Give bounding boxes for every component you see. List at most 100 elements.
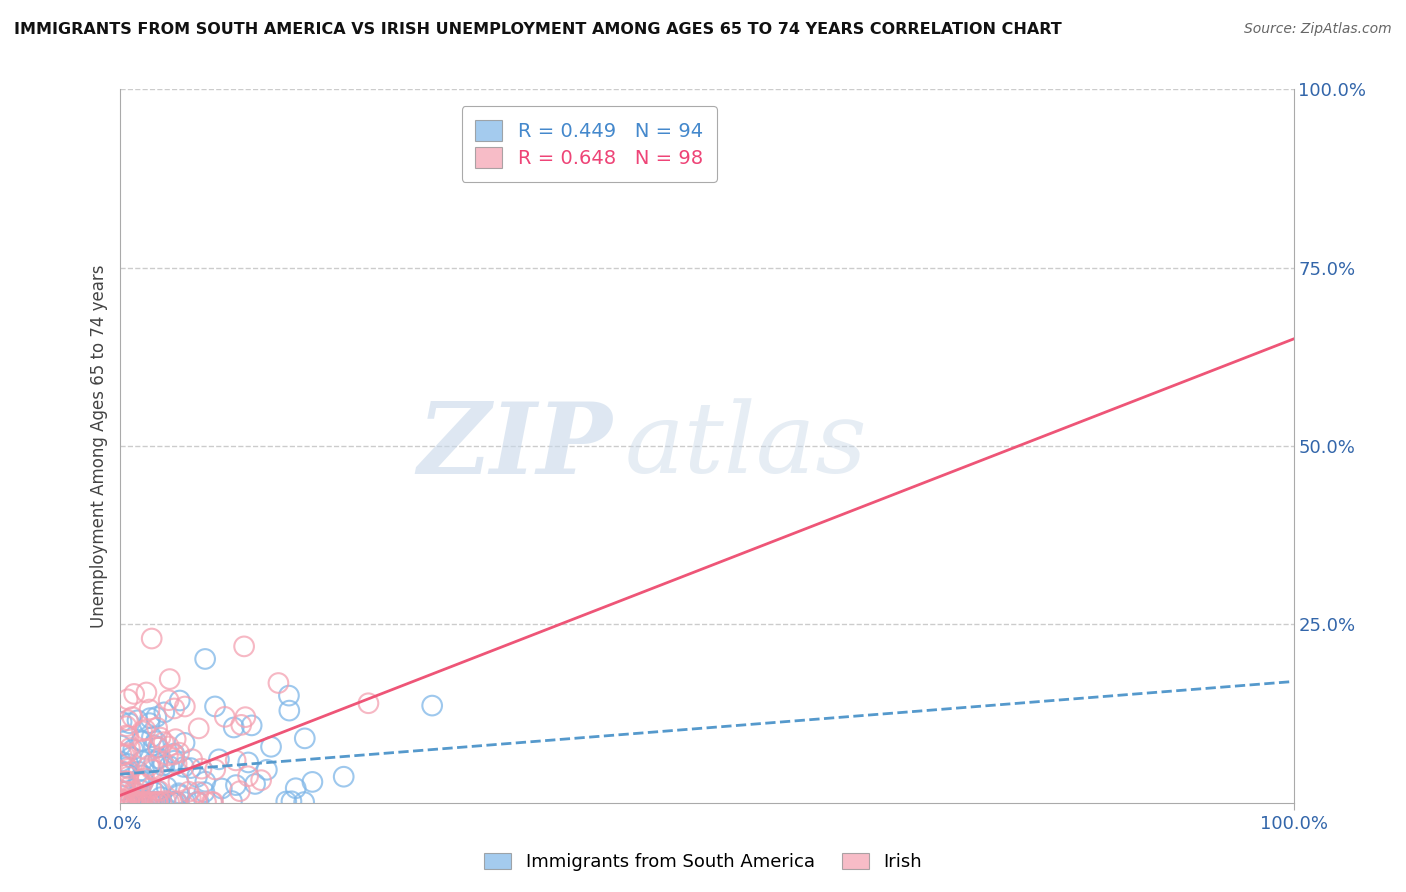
Point <box>111 795 134 809</box>
Point <box>238 756 260 770</box>
Point <box>250 773 273 788</box>
Point <box>173 699 195 714</box>
Point <box>146 740 169 755</box>
Point <box>163 747 186 761</box>
Point <box>148 751 170 765</box>
Point <box>138 716 160 731</box>
Point <box>111 748 134 763</box>
Point <box>146 795 169 809</box>
Point <box>120 750 142 764</box>
Text: ZIP: ZIP <box>418 398 613 494</box>
Legend: Immigrants from South America, Irish: Immigrants from South America, Irish <box>477 846 929 879</box>
Point <box>124 785 146 799</box>
Point <box>117 795 139 809</box>
Text: IMMIGRANTS FROM SOUTH AMERICA VS IRISH UNEMPLOYMENT AMONG AGES 65 TO 74 YEARS CO: IMMIGRANTS FROM SOUTH AMERICA VS IRISH U… <box>14 22 1062 37</box>
Point <box>165 795 187 809</box>
Point <box>135 795 157 809</box>
Point <box>132 795 155 809</box>
Point <box>121 792 143 806</box>
Point <box>260 739 283 754</box>
Point <box>150 795 173 809</box>
Point <box>112 795 135 809</box>
Point <box>142 738 165 752</box>
Point <box>167 774 190 789</box>
Text: atlas: atlas <box>624 399 868 493</box>
Point <box>211 781 233 796</box>
Legend: R = 0.449   N = 94, R = 0.648   N = 98: R = 0.449 N = 94, R = 0.648 N = 98 <box>461 106 717 181</box>
Point <box>141 795 163 809</box>
Point <box>194 652 217 666</box>
Point <box>153 706 176 720</box>
Point <box>145 734 167 748</box>
Point <box>194 774 217 789</box>
Point <box>131 724 153 739</box>
Point <box>166 756 188 771</box>
Point <box>110 795 132 809</box>
Text: Source: ZipAtlas.com: Source: ZipAtlas.com <box>1244 22 1392 37</box>
Y-axis label: Unemployment Among Ages 65 to 74 years: Unemployment Among Ages 65 to 74 years <box>90 264 108 628</box>
Point <box>139 795 162 809</box>
Point <box>141 795 163 809</box>
Point <box>204 699 226 714</box>
Point <box>127 795 149 809</box>
Point <box>131 733 153 747</box>
Point <box>143 795 166 809</box>
Point <box>165 732 187 747</box>
Point <box>128 764 150 779</box>
Point <box>121 710 143 724</box>
Point <box>139 711 162 725</box>
Point <box>122 687 145 701</box>
Point <box>240 718 263 732</box>
Point <box>145 795 167 809</box>
Point <box>122 784 145 798</box>
Point <box>110 795 132 809</box>
Point <box>187 722 209 736</box>
Point <box>163 701 186 715</box>
Point <box>110 789 132 803</box>
Point <box>134 742 156 756</box>
Point <box>122 795 145 809</box>
Point <box>135 685 157 699</box>
Point <box>110 714 132 729</box>
Point <box>132 774 155 789</box>
Point <box>195 795 218 809</box>
Point <box>152 755 174 769</box>
Point <box>167 786 190 800</box>
Point <box>284 781 307 796</box>
Point <box>141 632 163 646</box>
Point <box>243 777 266 791</box>
Point <box>110 795 132 809</box>
Point <box>180 761 202 775</box>
Point <box>128 795 150 809</box>
Point <box>128 795 150 809</box>
Point <box>225 753 247 767</box>
Point <box>142 763 165 777</box>
Point <box>190 762 212 776</box>
Point <box>159 672 181 686</box>
Point <box>127 714 149 728</box>
Point <box>118 791 141 805</box>
Point <box>208 752 231 766</box>
Point <box>131 754 153 768</box>
Point <box>122 795 145 809</box>
Point <box>278 704 301 718</box>
Point <box>187 785 209 799</box>
Point <box>180 790 202 805</box>
Point <box>222 721 245 735</box>
Point <box>186 795 208 809</box>
Point <box>131 795 153 809</box>
Point <box>148 784 170 798</box>
Point <box>157 739 180 754</box>
Point <box>117 756 139 771</box>
Point <box>357 696 380 710</box>
Point <box>134 772 156 786</box>
Point <box>111 794 134 808</box>
Point <box>110 739 132 753</box>
Point <box>134 723 156 737</box>
Point <box>110 783 132 797</box>
Point <box>157 795 180 809</box>
Point <box>267 676 290 690</box>
Point <box>146 721 169 735</box>
Point <box>162 795 184 809</box>
Point <box>118 766 141 780</box>
